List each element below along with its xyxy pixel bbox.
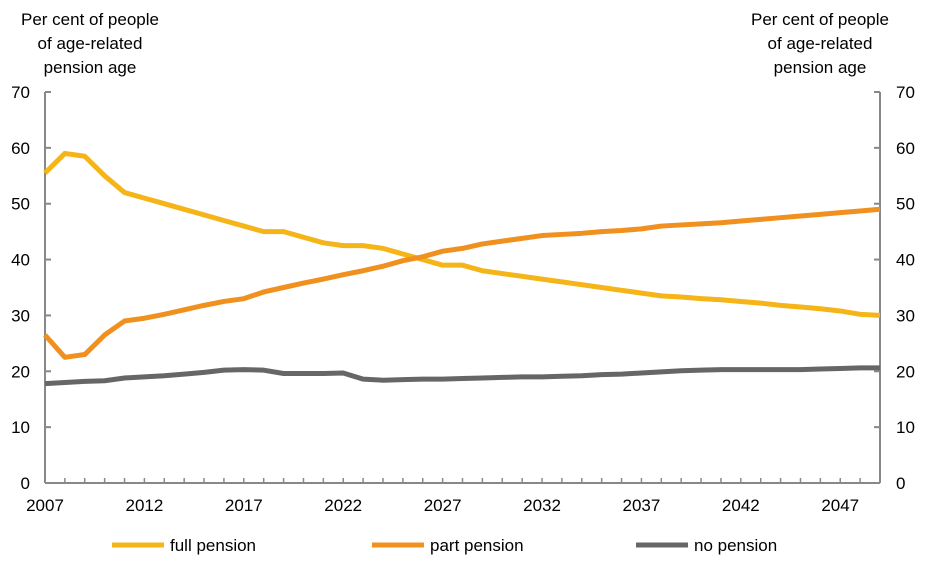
left-y-tick-label: 10 <box>11 418 30 437</box>
right-axis-title-line-1: Per cent of people <box>751 10 889 29</box>
left-y-tick-label: 40 <box>11 251 30 270</box>
series-group <box>43 150 881 387</box>
right-y-tick-label: 30 <box>896 306 915 325</box>
series-line-part-pension <box>43 206 881 360</box>
left-y-tick-label: 50 <box>11 195 30 214</box>
x-tick-label: 2022 <box>324 496 362 515</box>
right-y-tick-label: 40 <box>896 251 915 270</box>
x-tick-label: 2037 <box>623 496 661 515</box>
x-tick-label: 2027 <box>424 496 462 515</box>
x-tick-label: 2047 <box>821 496 859 515</box>
left-axis-title-line-1: Per cent of people <box>21 10 159 29</box>
x-tick-label: 2017 <box>225 496 263 515</box>
legend-label-full-pension: full pension <box>170 536 256 555</box>
legend: full pension part pension no pension <box>112 536 777 555</box>
legend-label-part-pension: part pension <box>430 536 524 555</box>
right-axis-title-line-2: of age-related <box>768 34 873 53</box>
left-axis-title-line-2: of age-related <box>38 34 143 53</box>
series-line-full-pension <box>43 150 881 318</box>
right-y-tick-label: 50 <box>896 195 915 214</box>
right-y-tick-label: 60 <box>896 139 915 158</box>
axes-group: 0 0 10 10 20 20 30 30 40 40 50 50 60 60 70 70 2007 2012 20… <box>11 83 915 515</box>
series-line-no-pension <box>44 365 880 387</box>
right-axis-title: Per cent of people of age-related pensio… <box>751 10 889 77</box>
left-y-tick-label: 0 <box>21 474 30 493</box>
left-y-tick-label: 30 <box>11 306 30 325</box>
left-axis-title: Per cent of people of age-related pensio… <box>21 10 159 77</box>
x-tick-label: 2032 <box>523 496 561 515</box>
left-y-tick-label: 60 <box>11 139 30 158</box>
left-axis-title-line-3: pension age <box>44 58 137 77</box>
right-y-tick-label: 20 <box>896 362 915 381</box>
right-axis-title-line-3: pension age <box>774 58 867 77</box>
x-tick-label: 2042 <box>722 496 760 515</box>
left-y-tick-label: 70 <box>11 83 30 102</box>
x-tick-label: 2012 <box>125 496 163 515</box>
left-y-tick-label: 20 <box>11 362 30 381</box>
right-y-tick-label: 10 <box>896 418 915 437</box>
legend-label-no-pension: no pension <box>694 536 777 555</box>
right-y-tick-label: 70 <box>896 83 915 102</box>
x-tick-label: 2007 <box>26 496 64 515</box>
right-y-tick-label: 0 <box>896 474 905 493</box>
